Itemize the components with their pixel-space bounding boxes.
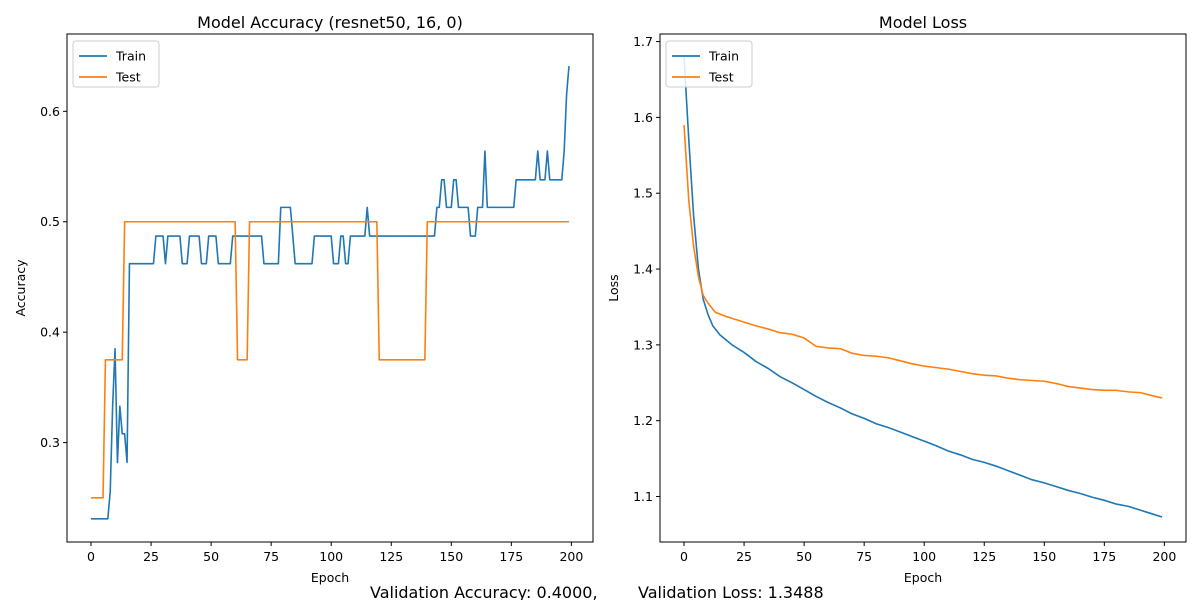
chart-title: Model Loss [879,13,967,32]
legend-label-test: Test [115,70,141,85]
y-tick-label: 1.7 [633,34,653,49]
y-axis-label: Accuracy [13,259,28,317]
y-tick-label: 0.6 [40,104,60,119]
series-line-train [91,65,570,520]
x-tick-label: 75 [263,549,279,564]
y-tick-label: 1.4 [633,262,653,277]
legend-label-test: Test [708,70,734,85]
y-axis-label: Loss [606,274,621,301]
x-tick-label: 50 [203,549,219,564]
y-tick-label: 0.5 [40,214,60,229]
x-tick-label: 0 [87,549,95,564]
x-tick-label: 0 [680,549,688,564]
y-tick-label: 0.3 [40,435,60,450]
x-tick-label: 150 [1032,549,1056,564]
x-tick-label: 175 [499,549,523,564]
y-tick-label: 1.3 [633,337,653,352]
x-tick-label: 125 [379,549,403,564]
x-tick-label: 75 [856,549,872,564]
validation-accuracy-text: Validation Accuracy: 0.4000, [370,583,598,600]
x-tick-label: 125 [972,549,996,564]
series-line-train [683,56,1163,518]
accuracy-plot: 0 25 50 75 100 125 150 175 200 0.3 0.4 0.5 0.6 Model … [13,13,594,585]
x-axis-label: Epoch [904,570,942,585]
x-tick-label: 150 [439,549,463,564]
y-tick-label: 1.1 [633,489,653,504]
loss-plot: 0 25 50 75 100 125 150 175 200 1.1 1.2 1.3 1.4 1.5 1.6… [606,13,1187,585]
x-tick-label: 50 [796,549,812,564]
y-tick-label: 0.4 [40,325,60,340]
x-tick-label: 25 [736,549,752,564]
axes-frame [66,33,594,543]
series-line-test [683,124,1163,399]
axes-frame [659,33,1187,543]
validation-loss-text: Validation Loss: 1.3488 [638,583,824,600]
legend-box [665,40,753,88]
legend: Train Test [72,40,160,88]
x-tick-label: 200 [1152,549,1176,564]
x-tick-label: 175 [1092,549,1116,564]
legend-box [72,40,160,88]
legend-label-train: Train [115,49,146,64]
y-tick-label: 1.2 [633,413,653,428]
x-tick-label: 100 [912,549,936,564]
x-tick-label: 25 [143,549,159,564]
y-tick-label: 1.6 [633,110,653,125]
chart-title: Model Accuracy (resnet50, 16, 0) [197,13,463,32]
x-tick-label: 100 [319,549,343,564]
x-tick-label: 200 [559,549,583,564]
legend-label-train: Train [708,49,739,64]
series-line-test [91,220,569,499]
x-axis-label: Epoch [311,570,349,585]
y-tick-label: 1.5 [633,186,653,201]
legend: Train Test [665,40,753,88]
